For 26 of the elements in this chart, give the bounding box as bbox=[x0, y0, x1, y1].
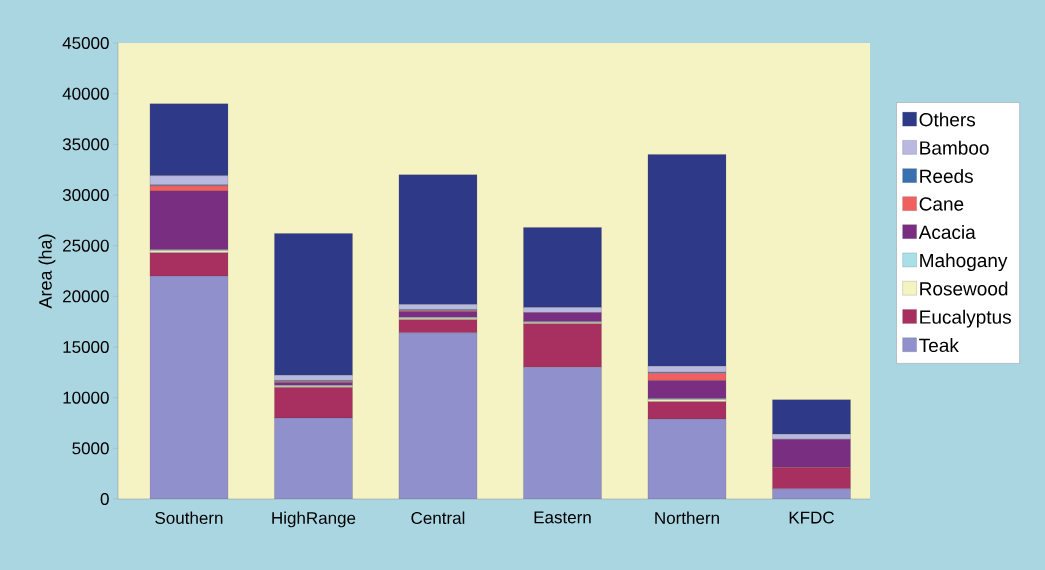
y-tick-label: 0 bbox=[100, 492, 109, 506]
legend-label: Teak bbox=[919, 338, 959, 353]
legend-label: Rosewood bbox=[920, 281, 1008, 296]
legend-label: Eucalyptus bbox=[920, 309, 1011, 328]
legend-label: Acacia bbox=[918, 225, 976, 239]
y-tick-label: 40000 bbox=[62, 87, 109, 100]
y-tick-label: 5000 bbox=[72, 442, 109, 455]
x-tick-label: KFDC bbox=[789, 511, 834, 524]
legend-label: Cane bbox=[919, 197, 964, 211]
x-tick-label: Central bbox=[411, 511, 465, 525]
y-tick-label: 45000 bbox=[62, 36, 109, 50]
y-tick-label: 25000 bbox=[63, 239, 109, 252]
y-tick-label: 30000 bbox=[62, 188, 109, 202]
x-tick-label: HighRange bbox=[272, 511, 356, 528]
x-tick-label: Southern bbox=[155, 511, 223, 525]
x-tick-label: Eastern bbox=[534, 511, 591, 524]
y-tick-label: 10000 bbox=[63, 391, 109, 404]
legend-label: Reeds bbox=[920, 169, 973, 183]
y-tick-label: 15000 bbox=[63, 340, 109, 354]
y-axis-title: Area (ha) bbox=[38, 234, 56, 309]
legend-label: Mahogany bbox=[920, 253, 1008, 272]
legend-label: Others bbox=[919, 112, 976, 127]
legend-label: Bamboo bbox=[920, 140, 989, 155]
x-tick-label: Northern bbox=[655, 511, 719, 525]
y-tick-label: 20000 bbox=[63, 290, 109, 303]
y-tick-label: 35000 bbox=[62, 138, 109, 151]
